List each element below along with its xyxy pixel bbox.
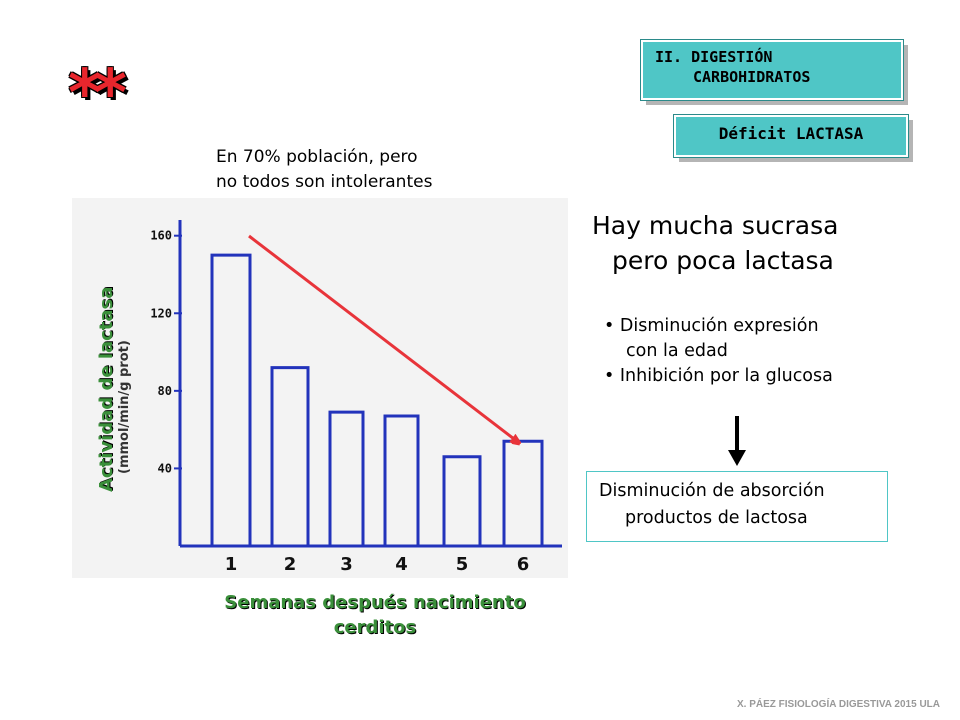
bullet-item: • Inhibición por la glucosa [604, 364, 833, 389]
bullet-1-line2: con la edad [626, 341, 728, 361]
down-arrow-icon [728, 416, 746, 466]
heading-line2: pero poca lactasa [612, 246, 834, 275]
x-axis-label-line1: Semanas después nacimiento [224, 592, 526, 613]
lactase-bar-chart: 160 120 80 40 1 2 3 4 5 6 [150, 220, 562, 575]
x-tick-label: 2 [284, 554, 297, 575]
topic-tag-box: Déficit LACTASA [673, 114, 909, 158]
bar [210, 253, 252, 546]
note-line1: En 70% población, pero [216, 147, 418, 167]
y-tick-label: 40 [158, 461, 172, 475]
heading-line1: Hay mucha sucrasa [592, 211, 839, 240]
result-line2: productos de lactosa [625, 508, 808, 528]
y-axis-units: (mmol/min/g prot) [117, 340, 132, 474]
y-tick-label: 160 [150, 229, 172, 243]
bullet-1-line1: • Disminución expresión [604, 316, 819, 336]
attention-stars: ** [68, 57, 127, 131]
bullet-item: • Disminución expresión con la edad [604, 314, 833, 364]
x-tick-label: 1 [225, 554, 238, 575]
footer-credit: X. PÁEZ FISIOLOGÍA DIGESTIVA 2015 ULA [737, 699, 940, 710]
y-axis-label-group: Actividad de lactasa (mmol/min/g prot) [96, 287, 132, 492]
chart-background [72, 198, 568, 578]
bar [442, 455, 482, 546]
trend-arrow [248, 234, 518, 442]
x-tick-label: 6 [517, 554, 530, 575]
bar [383, 414, 420, 546]
section-line1: II. DIGESTIÓN [655, 48, 773, 66]
result-line1: Disminución de absorción [599, 481, 825, 501]
x-tick-label: 3 [340, 554, 353, 575]
bullet-list: • Disminución expresión con la edad • In… [604, 314, 833, 389]
x-tick-label: 5 [456, 554, 469, 575]
y-tick-label: 120 [150, 306, 172, 320]
note-line2: no todos son intolerantes [216, 172, 433, 192]
result-box: Disminución de absorción productos de la… [586, 471, 888, 542]
section-line2: CARBOHIDRATOS [693, 68, 811, 86]
x-tick-label: 4 [395, 554, 408, 575]
population-note: En 70% población, pero no todos son into… [216, 145, 432, 195]
bar [502, 439, 544, 546]
bar [328, 410, 365, 546]
bar [270, 366, 310, 546]
y-axis-label: Actividad de lactasa [96, 286, 117, 492]
bullet-2-line1: • Inhibición por la glucosa [604, 366, 833, 386]
x-axis-label-line2: cerditos [333, 617, 417, 638]
y-tick-label: 80 [158, 384, 172, 398]
section-title-box: II. DIGESTIÓN CARBOHIDRATOS [640, 39, 904, 101]
x-axis-label: Semanas después nacimiento cerditos [180, 590, 570, 640]
main-heading: Hay mucha sucrasa pero poca lactasa [592, 208, 892, 278]
